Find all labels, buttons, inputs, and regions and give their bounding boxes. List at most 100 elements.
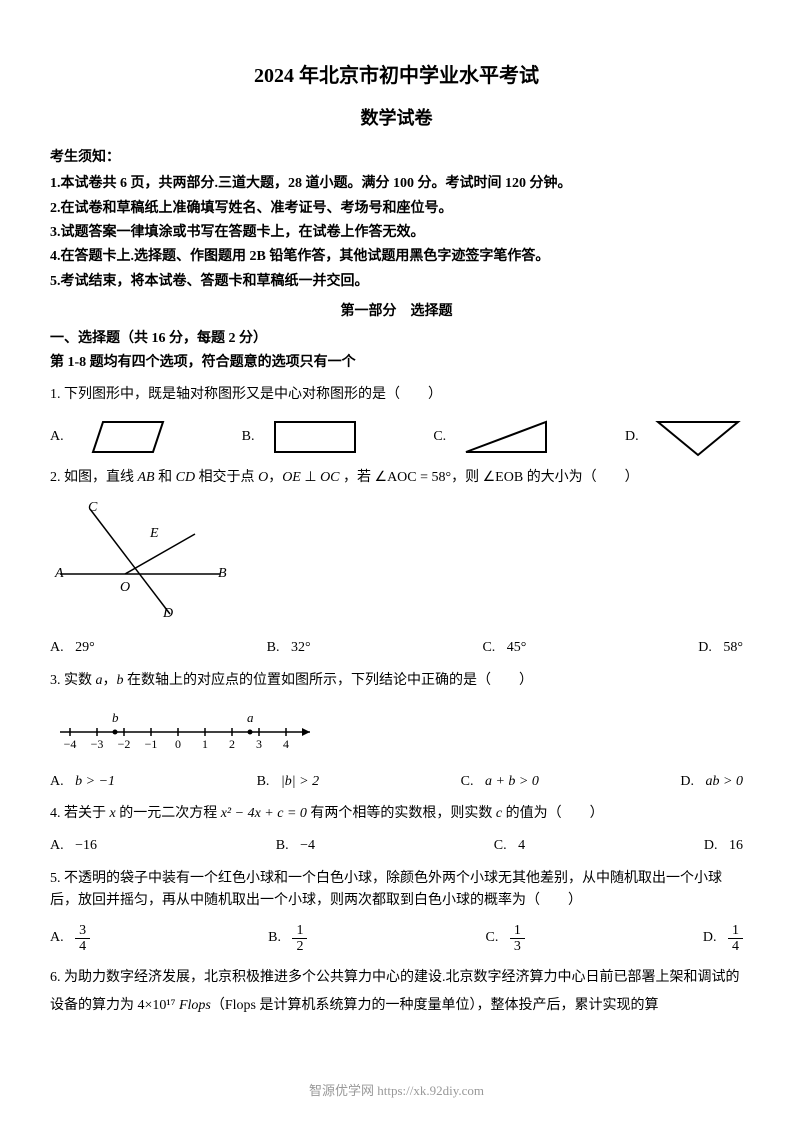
q2-oe: OE	[282, 470, 301, 485]
q2-mid4: ，若	[340, 470, 375, 485]
q1-option-c: C.	[433, 417, 551, 457]
q4-options: A. −16 B. −4 C. 4 D. 16	[50, 835, 743, 857]
q2-diagram: C E A O B D	[50, 499, 743, 627]
svg-text:−2: −2	[118, 737, 131, 751]
question-2: 2. 如图，直线 AB 和 CD 相交于点 O，OE ⊥ OC ，若 ∠AOC …	[50, 467, 743, 489]
q5-option-c: C. 13	[486, 923, 525, 955]
q5-options: A. 34 B. 12 C. 13 D. 14	[50, 923, 743, 955]
q1-option-b: B.	[242, 417, 360, 457]
right-triangle-icon	[461, 417, 551, 457]
q2-end: 的大小为（ ）	[523, 470, 639, 485]
q1-opt-b-label: B.	[242, 426, 262, 448]
svg-text:2: 2	[229, 737, 235, 751]
q4-mid1: 的一元二次方程	[116, 806, 221, 821]
instructions-header: 考生须知：	[50, 147, 743, 169]
svg-text:1: 1	[202, 737, 208, 751]
q1-option-d: D.	[625, 417, 743, 457]
q4-end: 的值为（ ）	[502, 806, 604, 821]
section1-header: 一、选择题（共 16 分，每题 2 分）	[50, 328, 743, 350]
q1-opt-c-label: C.	[433, 426, 453, 448]
rectangle-icon	[270, 417, 360, 457]
q2-opt-d: 58°	[723, 637, 743, 659]
instruction-5: 5.考试结束，将本试卷、答题卡和草稿纸一并交回。	[50, 271, 743, 293]
q3-opt-a: b > −1	[75, 771, 115, 793]
exam-title: 2024 年北京市初中学业水平考试	[50, 60, 743, 92]
svg-text:3: 3	[256, 737, 262, 751]
q1-opt-a-label: A.	[50, 426, 70, 448]
q6-note: （Flops 是计算机系统算力的一种度量单位）	[211, 998, 477, 1013]
svg-text:D: D	[162, 606, 173, 619]
q1-options: A. B. C. D.	[50, 417, 743, 457]
page-footer: 智源优学网 https://xk.92diy.com	[0, 1081, 793, 1102]
q2-pre: 2. 如图，直线	[50, 470, 138, 485]
parallelogram-icon	[78, 417, 168, 457]
q5-option-a: A. 34	[50, 923, 90, 955]
svg-text:0: 0	[175, 737, 181, 751]
q2-opt-b: 32°	[291, 637, 311, 659]
q6-flops: Flops	[175, 998, 210, 1013]
q2-opt-a: 29°	[75, 637, 95, 659]
svg-text:4: 4	[283, 737, 289, 751]
q3-options: A. b > −1 B. |b| > 2 C. a + b > 0 D. ab …	[50, 771, 743, 793]
q5-frac-c: 13	[510, 923, 525, 955]
q3-end: 在数轴上的对应点的位置如图所示，下列结论中正确的是（ ）	[124, 673, 534, 688]
svg-text:O: O	[120, 580, 130, 595]
q3-a: a	[96, 673, 103, 688]
question-3: 3. 实数 a，b 在数轴上的对应点的位置如图所示，下列结论中正确的是（ ）	[50, 670, 743, 692]
svg-text:b: b	[112, 710, 119, 725]
question-6: 6. 为助力数字经济发展，北京积极推进多个公共算力中心的建设.北京数字经济算力中…	[50, 964, 743, 1020]
q4-option-d: D. 16	[704, 835, 743, 857]
part1-header: 第一部分 选择题	[50, 301, 743, 323]
section1-sub: 第 1-8 题均有四个选项，符合题意的选项只有一个	[50, 352, 743, 374]
q5-option-b: B. 12	[268, 923, 307, 955]
question-4: 4. 若关于 x 的一元二次方程 x² − 4x + c = 0 有两个相等的实…	[50, 803, 743, 825]
svg-text:C: C	[88, 500, 98, 515]
q1-text: 1. 下列图形中，既是轴对称图形又是中心对称图形的是（ ）	[50, 387, 442, 402]
q2-angle1: ∠AOC = 58°	[375, 470, 452, 485]
q3-comma: ，	[103, 673, 117, 688]
q4-eq: x² − 4x + c = 0	[221, 806, 307, 821]
q4-mid2: 有两个相等的实数根，则实数	[307, 806, 496, 821]
q3-opt-c: a + b > 0	[485, 771, 539, 793]
q5-text: 5. 不透明的袋子中装有一个红色小球和一个白色小球，除颜色外两个小球无其他差别，…	[50, 871, 722, 908]
svg-text:−3: −3	[91, 737, 104, 751]
q4-opt-a: −16	[75, 835, 97, 857]
q2-mid3: ，	[268, 470, 282, 485]
q4-option-c: C. 4	[494, 835, 525, 857]
instruction-3: 3.试题答案一律填涂或书写在答题卡上，在试卷上作答无效。	[50, 222, 743, 244]
question-1: 1. 下列图形中，既是轴对称图形又是中心对称图形的是（ ）	[50, 384, 743, 406]
inverted-triangle-icon	[653, 417, 743, 457]
q3-option-a: A. b > −1	[50, 771, 115, 793]
q4-option-b: B. −4	[276, 835, 315, 857]
q2-cd: CD	[176, 470, 195, 485]
q4-pre: 4. 若关于	[50, 806, 110, 821]
q4-opt-c: 4	[518, 835, 525, 857]
svg-text:A: A	[54, 566, 64, 581]
svg-text:B: B	[218, 566, 227, 581]
q2-ab: AB	[138, 470, 155, 485]
q2-mid2: 相交于点	[195, 470, 258, 485]
q2-option-d: D. 58°	[698, 637, 743, 659]
instruction-1: 1.本试卷共 6 页，共两部分.三道大题，28 道小题。满分 100 分。考试时…	[50, 173, 743, 195]
q3-pre: 3. 实数	[50, 673, 96, 688]
q5-frac-b: 12	[292, 923, 307, 955]
q2-option-a: A. 29°	[50, 637, 95, 659]
q3-option-d: D. ab > 0	[680, 771, 743, 793]
q2-angle2: ∠EOB	[483, 470, 524, 485]
q3-option-c: C. a + b > 0	[461, 771, 539, 793]
q5-frac-d: 14	[728, 923, 743, 955]
q5-frac-a: 34	[75, 923, 90, 955]
q3-opt-b: |b| > 2	[281, 771, 319, 793]
instruction-4: 4.在答题卡上.选择题、作图题用 2B 铅笔作答，其他试题用黑色字迹签字笔作答。	[50, 246, 743, 268]
q3-option-b: B. |b| > 2	[257, 771, 320, 793]
q1-option-a: A.	[50, 417, 168, 457]
q4-opt-b: −4	[300, 835, 315, 857]
q2-option-b: B. 32°	[267, 637, 311, 659]
q6-end: ，整体投产后，累计实现的算	[477, 998, 659, 1013]
q1-opt-d-label: D.	[625, 426, 645, 448]
q2-opt-c: 45°	[507, 637, 527, 659]
q5-option-d: D. 14	[703, 923, 743, 955]
q2-options: A. 29° B. 32° C. 45° D. 58°	[50, 637, 743, 659]
q2-mid1: 和	[155, 470, 176, 485]
q4-option-a: A. −16	[50, 835, 97, 857]
